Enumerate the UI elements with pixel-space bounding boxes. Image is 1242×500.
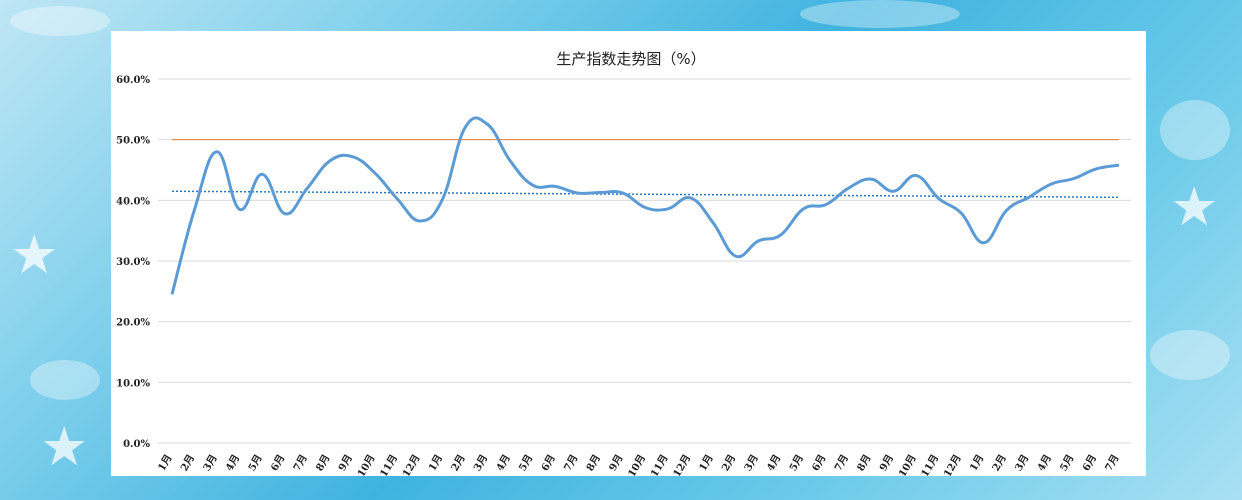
x-tick-label: 5月 <box>516 453 535 474</box>
x-tick-label: 2月 <box>990 453 1009 474</box>
x-tick-label: 5月 <box>787 453 806 474</box>
x-tick-label: 6月 <box>539 453 558 474</box>
x-tick-label: 3月 <box>742 453 761 474</box>
trend-line <box>171 190 1120 199</box>
x-tick-label: 10月 <box>896 453 918 477</box>
y-tick-label: 10.0% <box>116 378 150 389</box>
x-tick-label: 7月 <box>1103 453 1122 474</box>
x-tick-label: 12月 <box>400 453 422 477</box>
y-tick-label: 30.0% <box>116 257 150 268</box>
x-tick-label: 10月 <box>355 453 377 477</box>
x-tick-label: 11月 <box>378 453 400 477</box>
x-tick-label: 1月 <box>426 453 445 474</box>
x-tick-label: 12月 <box>941 453 963 477</box>
x-tick-label: 1月 <box>967 453 986 474</box>
x-tick-label: 5月 <box>246 453 265 474</box>
x-tick-label: 2月 <box>178 453 197 474</box>
x-tick-label: 9月 <box>607 453 626 474</box>
x-tick-label: 2月 <box>449 453 468 474</box>
y-axis-ticks: 0.0% 10.0% 20.0% 30.0% 40.0% 50.0% 60.0% <box>116 75 150 450</box>
x-tick-label: 3月 <box>1013 453 1032 474</box>
x-tick-label: 5月 <box>1058 453 1077 474</box>
x-tick-label: 3月 <box>201 453 220 474</box>
x-tick-label: 1月 <box>697 453 716 474</box>
x-tick-label: 8月 <box>855 453 874 474</box>
x-tick-label: 4月 <box>223 453 242 474</box>
x-tick-label: 4月 <box>765 453 784 474</box>
y-tick-label: 0.0% <box>123 439 150 450</box>
y-tick-label: 40.0% <box>116 196 150 207</box>
x-tick-label: 7月 <box>291 453 310 474</box>
x-tick-label: 11月 <box>648 453 670 477</box>
x-tick-label: 6月 <box>268 453 287 474</box>
x-tick-label: 6月 <box>1080 453 1099 474</box>
x-tick-label: 4月 <box>1035 453 1054 474</box>
chart-title: 生产指数走势图（%） <box>556 50 705 68</box>
x-tick-label: 1月 <box>156 453 175 474</box>
gridlines <box>158 78 1131 444</box>
y-tick-label: 60.0% <box>116 75 150 86</box>
chart-panel: 生产指数走势图（%） 0.0% 10.0% 20.0% 30.0% 40.0% 50.0%… <box>111 31 1146 476</box>
x-tick-label: 7月 <box>832 453 851 474</box>
x-tick-label: 3月 <box>471 453 490 474</box>
series-line <box>170 116 1120 295</box>
x-tick-label: 2月 <box>719 453 738 474</box>
y-tick-label: 50.0% <box>116 136 150 147</box>
x-tick-label: 8月 <box>314 453 333 474</box>
x-tick-label: 11月 <box>919 453 941 477</box>
x-tick-label: 6月 <box>810 453 829 474</box>
x-tick-label: 4月 <box>494 453 513 474</box>
x-axis-ticks: 1月 2月 3月 4月 5月 6月 7月 8月 9月 10月 11月 12月 1月 2月 3月 4月 5月 6月 7… <box>156 453 1122 477</box>
x-tick-label: 8月 <box>584 453 603 474</box>
x-tick-label: 9月 <box>336 453 355 474</box>
line-chart: 生产指数走势图（%） 0.0% 10.0% 20.0% 30.0% 40.0% 50.0%… <box>116 50 1131 477</box>
x-tick-label: 12月 <box>671 453 693 477</box>
y-tick-label: 20.0% <box>116 318 150 329</box>
x-tick-label: 7月 <box>562 453 581 474</box>
x-tick-label: 9月 <box>877 453 896 474</box>
x-tick-label: 10月 <box>626 453 648 477</box>
